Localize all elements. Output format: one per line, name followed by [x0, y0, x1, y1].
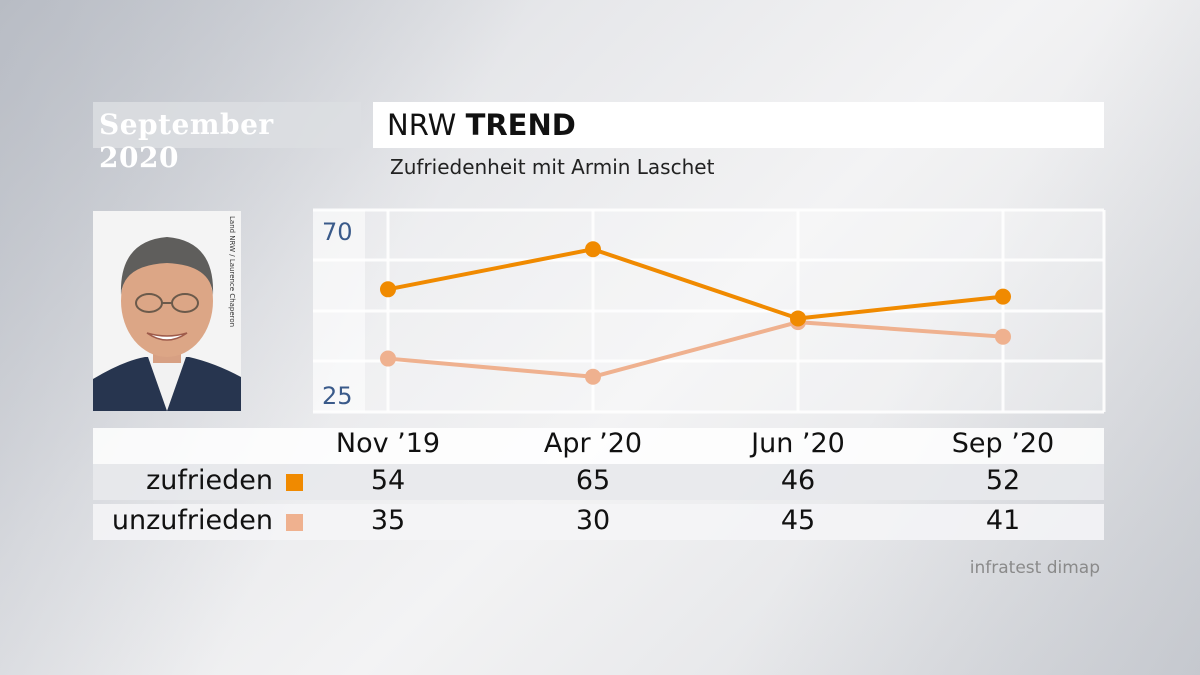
chart-subtitle: Zufriedenheit mit Armin Laschet — [390, 155, 715, 179]
grid — [313, 208, 1106, 414]
header-bar: September 2020 NRW TREND — [93, 102, 1104, 174]
legend-label-unzufrieden: unzufrieden — [111, 505, 273, 536]
source-label: infratest dimap — [969, 558, 1100, 578]
header-row — [93, 428, 1104, 464]
data-table: Nov ’19 Apr ’20 Jun ’20 Sep ’20 zufrieden 54 6… — [93, 428, 1104, 540]
data-point-zufrieden — [380, 281, 396, 298]
date-box: September 2020 — [93, 102, 361, 174]
data-point-unzufrieden — [380, 350, 396, 367]
x-tick-label: Apr ’20 — [543, 428, 643, 459]
y-tick-label: 25 — [322, 382, 353, 410]
data-label-unzufrieden: 30 — [575, 505, 611, 536]
x-tick-label: Sep ’20 — [951, 428, 1055, 459]
data-point-unzufrieden — [995, 328, 1011, 345]
photo-credit: Land NRW / Laurence Chaperon — [228, 216, 236, 328]
legend-swatch-zufrieden — [286, 474, 303, 491]
data-label-zufrieden: 52 — [985, 465, 1021, 496]
portrait-photo — [93, 211, 241, 411]
data-point-zufrieden — [585, 241, 601, 258]
data-label-unzufrieden: 41 — [985, 505, 1021, 536]
portrait-image — [93, 211, 241, 411]
data-label-zufrieden: 65 — [575, 465, 611, 496]
series — [380, 241, 1011, 385]
data-label-zufrieden: 46 — [780, 465, 816, 496]
x-tick-label: Jun ’20 — [751, 428, 845, 459]
series-line-unzufrieden — [387, 320, 1004, 379]
title-box: NRW TREND — [373, 102, 1104, 148]
chart-title: NRW TREND — [387, 108, 576, 142]
legend-swatch-unzufrieden — [286, 514, 303, 531]
data-point-zufrieden — [995, 288, 1011, 305]
table-row — [93, 504, 1104, 540]
title-bold: TREND — [465, 108, 576, 142]
title-light: NRW — [387, 108, 466, 142]
data-label-unzufrieden: 35 — [370, 505, 406, 536]
data-point-zufrieden — [790, 310, 806, 327]
data-label-zufrieden: 54 — [370, 465, 406, 496]
date-label: September 2020 — [99, 108, 274, 174]
table-row — [93, 464, 1104, 500]
y-axis: 70 25 — [322, 218, 353, 410]
data-label-unzufrieden: 45 — [780, 505, 816, 536]
series-line-zufrieden — [387, 247, 1004, 321]
legend-label-zufrieden: zufrieden — [146, 465, 273, 496]
y-tick-label: 70 — [322, 218, 353, 246]
x-tick-label: Nov ’19 — [335, 428, 441, 459]
data-point-unzufrieden — [585, 368, 601, 385]
